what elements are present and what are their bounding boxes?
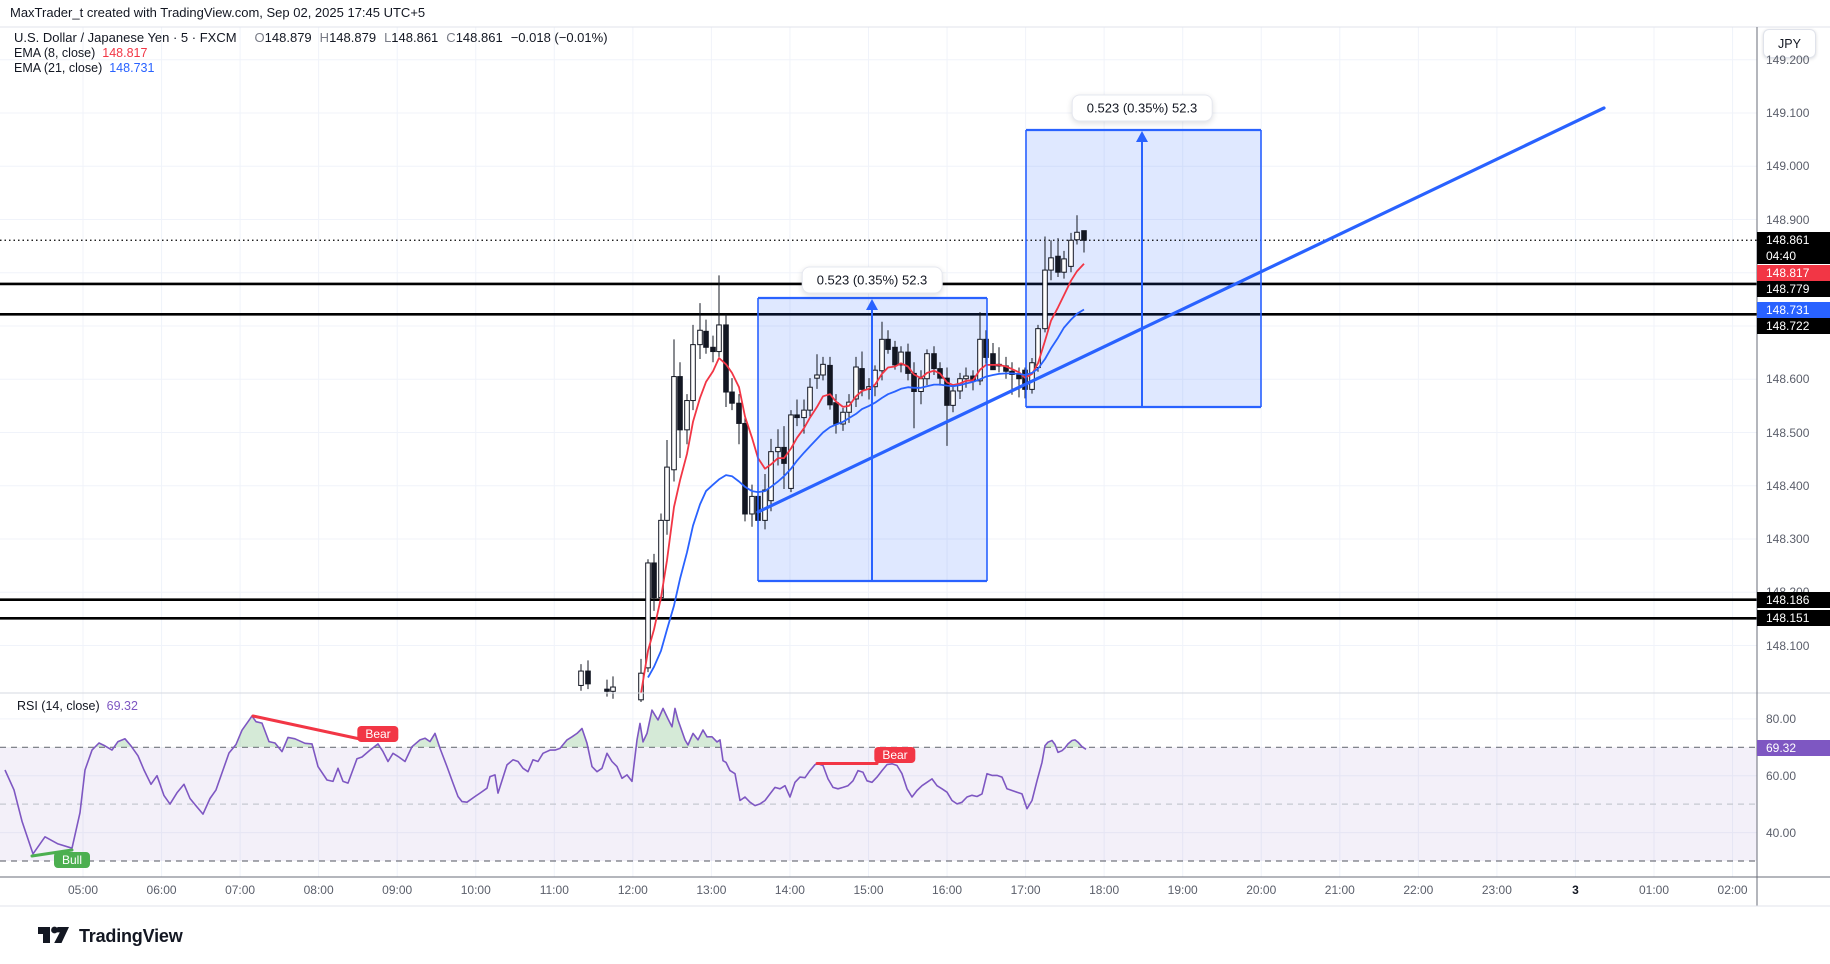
ema8-label: EMA (8, close) [14, 46, 96, 60]
price-tick-label: 149.000 [1766, 159, 1810, 174]
watermark: MaxTrader_t created with TradingView.com… [10, 5, 426, 20]
time-tick-label: 17:00 [1010, 883, 1041, 897]
rsi-tick-label: 80.00 [1766, 711, 1797, 726]
time-tick-label: 16:00 [932, 883, 963, 897]
measure-label-2[interactable]: 0.523 (0.35%) 52.3 [1071, 94, 1213, 122]
bear-signal-label-2[interactable]: Bear [874, 747, 916, 763]
price-axis-badge: 69.32 [1757, 740, 1830, 756]
time-tick-label: 12:00 [617, 883, 648, 897]
time-tick-label: 13:00 [696, 883, 727, 897]
symbol-title: U.S. Dollar / Japanese Yen · 5 · FXCM [14, 30, 237, 45]
time-tick-label: 21:00 [1324, 883, 1355, 897]
currency-button[interactable]: JPY [1763, 29, 1816, 58]
time-tick-label: 07:00 [225, 883, 256, 897]
rsi-tick-label: 60.00 [1766, 768, 1797, 783]
price-tick-label: 148.400 [1766, 478, 1810, 493]
price-axis-badge: 148.722 [1757, 318, 1830, 334]
time-tick-label: 10:00 [460, 883, 491, 897]
price-tick-label: 148.600 [1766, 372, 1810, 387]
tradingview-logo[interactable]: TradingView [37, 924, 183, 948]
rsi-legend[interactable]: RSI (14, close) 69.32 [17, 699, 138, 713]
time-tick-label: 09:00 [382, 883, 413, 897]
rsi-label: RSI (14, close) [17, 699, 100, 713]
price-tick-label: 149.200 [1766, 52, 1810, 67]
price-tick-label: 148.500 [1766, 425, 1810, 440]
change-value: −0.018 (−0.01%) [510, 30, 608, 45]
time-tick-label: 14:00 [774, 883, 805, 897]
price-tick-label: 149.100 [1766, 106, 1810, 120]
price-axis-badge: 148.151 [1757, 610, 1830, 626]
price-tick-label: 148.300 [1766, 532, 1810, 546]
time-tick-label: 22:00 [1403, 883, 1434, 897]
tradingview-logo-icon [38, 926, 69, 943]
ema8-value: 148.817 [102, 46, 148, 60]
tradingview-logo-text: TradingView [79, 925, 183, 946]
price-axis-badge: 148.861 04:40 [1757, 231, 1830, 264]
time-tick-label: 18:00 [1089, 883, 1120, 897]
close-value: 148.861 [455, 30, 503, 45]
price-tick-label: 148.100 [1766, 638, 1810, 653]
time-tick-label: 01:00 [1638, 883, 1670, 897]
high-value: 148.879 [329, 30, 377, 45]
time-tick-label: 05:00 [67, 883, 99, 897]
time-tick-label: 06:00 [146, 883, 177, 897]
bear-signal-label-1[interactable]: Bear [357, 726, 399, 742]
time-tick-label: 23:00 [1481, 883, 1512, 897]
bull-signal-label[interactable]: Bull [53, 851, 91, 868]
time-tick-label: 3 [1572, 883, 1579, 897]
candles [578, 215, 1087, 702]
rsi-tick-label: 40.00 [1766, 825, 1797, 840]
time-tick-label: 20:00 [1246, 883, 1277, 897]
time-tick-label: 02:00 [1717, 883, 1748, 897]
measure-label-1[interactable]: 0.523 (0.35%) 52.3 [801, 266, 943, 294]
time-tick-label: 19:00 [1167, 883, 1198, 897]
time-tick-label: 08:00 [303, 883, 334, 897]
time-tick-label: 15:00 [853, 883, 884, 897]
time-tick-label: 11:00 [539, 883, 569, 897]
open-value: 148.879 [264, 30, 312, 45]
symbol-row[interactable]: U.S. Dollar / Japanese Yen · 5 · FXCM O14… [14, 30, 608, 45]
ema21-label: EMA (21, close) [14, 61, 103, 75]
low-value: 148.861 [391, 30, 439, 45]
price-axis-badge: 148.731 [1757, 302, 1830, 318]
rsi-value: 69.32 [106, 699, 138, 713]
price-axis-badge: 148.186 [1757, 592, 1830, 608]
price-tick-label: 148.900 [1766, 212, 1810, 227]
price-axis-badge: 148.779 [1757, 281, 1830, 297]
ema21-row[interactable]: EMA (21, close) 148.731 [14, 60, 608, 75]
price-axis-badge: 148.817 [1757, 265, 1830, 281]
ema21-value: 148.731 [109, 61, 155, 75]
chart-legend: U.S. Dollar / Japanese Yen · 5 · FXCM O14… [14, 30, 608, 75]
ema8-row[interactable]: EMA (8, close) 148.817 [14, 45, 608, 60]
